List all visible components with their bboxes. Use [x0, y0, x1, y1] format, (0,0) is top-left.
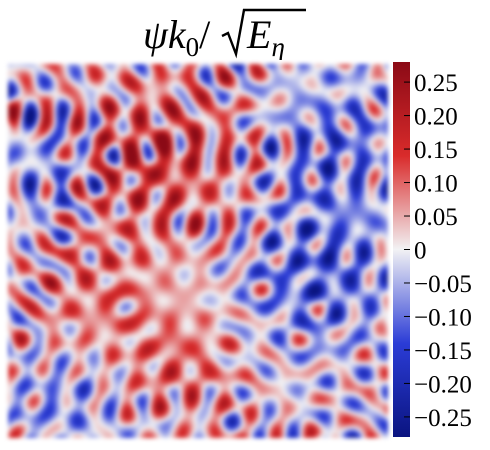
- colorbar-tick-label: 0.05: [414, 204, 458, 231]
- sqrt-sign: [221, 8, 306, 59]
- title-slash: /: [199, 12, 211, 57]
- colorbar-tick-label: −0.15: [414, 338, 472, 365]
- title-eta: η: [271, 32, 284, 60]
- colorbar-tick-label: −0.10: [414, 304, 472, 331]
- colorbar-ticks: 0.25 0.20 0.15 0.10 0.05 0 −0.05 −0.10 −0.15 −0.2…: [404, 70, 472, 432]
- title-sub: 0: [186, 32, 200, 60]
- title-var: ψk: [143, 12, 187, 57]
- colorbar-tick-label: 0.10: [414, 171, 458, 198]
- colorbar-tick-label: 0: [414, 238, 427, 265]
- heatmap-canvas: [8, 64, 388, 438]
- svg-text:ψk0/: ψk0/: [143, 12, 211, 60]
- colorbar-tick-label: 0.15: [414, 137, 458, 164]
- colorbar-tick-label: 0.25: [414, 70, 458, 97]
- svg-text:Eη: Eη: [246, 12, 285, 60]
- chart-title: ψk0/ Eη: [143, 8, 306, 60]
- colorbar-tick-label: −0.25: [414, 405, 472, 432]
- colorbar-tick-label: −0.20: [414, 371, 472, 398]
- colorbar-tick-label: −0.05: [414, 271, 472, 298]
- heatmap-field: [8, 64, 388, 438]
- colorbar-gradient: [393, 62, 410, 437]
- title-E: E: [246, 12, 271, 57]
- colorbar-tick-label: 0.20: [414, 104, 458, 131]
